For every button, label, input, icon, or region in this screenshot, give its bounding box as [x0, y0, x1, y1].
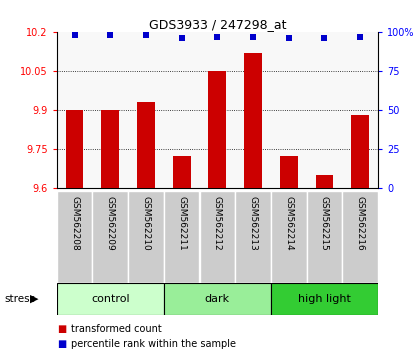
Text: GSM562211: GSM562211	[177, 196, 186, 251]
Text: GSM562210: GSM562210	[142, 196, 150, 251]
Point	[107, 32, 114, 38]
Bar	[351, 115, 369, 188]
Text: GSM562214: GSM562214	[284, 196, 293, 250]
Text: dark: dark	[205, 294, 230, 304]
Text: control: control	[91, 294, 129, 304]
Point	[214, 34, 221, 39]
Text: GSM562209: GSM562209	[106, 196, 115, 251]
Bar	[137, 102, 155, 188]
Bar	[244, 53, 262, 188]
Text: ■: ■	[57, 339, 66, 349]
Bar	[92, 191, 128, 283]
Bar	[164, 191, 200, 283]
Point	[71, 32, 78, 38]
Point	[249, 34, 256, 39]
Title: GDS3933 / 247298_at: GDS3933 / 247298_at	[149, 18, 286, 31]
Point	[286, 35, 292, 41]
Bar	[128, 191, 164, 283]
Text: high light: high light	[298, 294, 351, 304]
Bar	[164, 283, 271, 315]
Text: GSM562208: GSM562208	[70, 196, 79, 251]
Bar	[280, 156, 298, 188]
Point	[178, 35, 185, 41]
Text: ▶: ▶	[30, 294, 39, 304]
Bar	[208, 71, 226, 188]
Text: GSM562216: GSM562216	[356, 196, 365, 251]
Bar	[315, 175, 333, 188]
Point	[143, 32, 150, 38]
Text: GSM562212: GSM562212	[213, 196, 222, 250]
Text: stress: stress	[4, 294, 35, 304]
Point	[321, 35, 328, 41]
Point	[357, 34, 364, 39]
Bar	[307, 191, 342, 283]
Text: percentile rank within the sample: percentile rank within the sample	[71, 339, 236, 349]
Bar	[235, 191, 271, 283]
Bar	[57, 191, 92, 283]
Text: ■: ■	[57, 324, 66, 334]
Bar	[173, 156, 191, 188]
Text: GSM562215: GSM562215	[320, 196, 329, 251]
Bar	[271, 283, 378, 315]
Bar	[66, 110, 84, 188]
Bar	[101, 110, 119, 188]
Bar	[342, 191, 378, 283]
Bar	[57, 283, 164, 315]
Bar	[200, 191, 235, 283]
Text: GSM562213: GSM562213	[249, 196, 257, 251]
Bar	[271, 191, 307, 283]
Text: transformed count: transformed count	[71, 324, 162, 334]
